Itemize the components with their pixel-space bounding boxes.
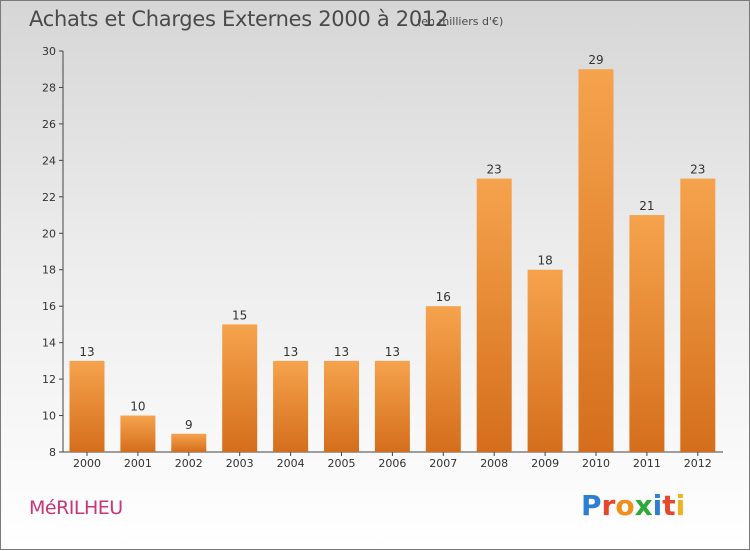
x-tick-label: 2009 <box>531 457 559 470</box>
y-tick-label: 24 <box>42 154 56 167</box>
x-tick-label: 2008 <box>480 457 508 470</box>
bar <box>120 415 156 452</box>
bar <box>629 215 665 452</box>
data-label: 23 <box>487 163 502 177</box>
x-axis: 2000 2001 2002 2003 2004 2005 2006 2007 2008 2009… <box>63 451 723 470</box>
data-label: 9 <box>185 418 193 432</box>
town-name: MéRILHEU <box>29 497 123 519</box>
data-label: 16 <box>436 290 451 304</box>
x-tick-label: 2004 <box>277 457 305 470</box>
bar <box>171 433 207 452</box>
y-tick-label: 16 <box>42 300 56 313</box>
y-tick-label: 26 <box>42 118 56 131</box>
data-label: 23 <box>690 163 705 177</box>
bar <box>425 306 461 452</box>
data-label: 18 <box>537 254 552 268</box>
bar <box>680 178 716 452</box>
bar <box>324 360 359 452</box>
y-tick-label: 12 <box>42 373 56 386</box>
logo-letter: r <box>601 489 616 522</box>
bar <box>527 269 563 452</box>
logo-letter: x <box>634 489 653 522</box>
chart-title: Achats et Charges Externes 2000 à 2012 <box>29 7 449 31</box>
data-label: 21 <box>639 199 654 213</box>
x-tick-label: 2000 <box>73 457 101 470</box>
data-label: 13 <box>283 345 298 359</box>
x-tick-label: 2010 <box>582 457 610 470</box>
x-tick-label: 2001 <box>124 457 152 470</box>
proxiti-logo: Proxiti <box>581 489 685 522</box>
x-tick-label: 2006 <box>378 457 406 470</box>
logo-letter: i <box>652 489 663 522</box>
x-tick-label: 2012 <box>684 457 712 470</box>
x-tick-label: 2002 <box>175 457 203 470</box>
y-tick-label: 22 <box>42 191 56 204</box>
y-axis: 8 10 12 14 16 18 20 22 24 26 28 30 <box>42 45 64 459</box>
y-tick-label: 20 <box>42 227 56 240</box>
data-label: 29 <box>588 53 603 67</box>
chart-unit: (en milliers d'€) <box>417 15 504 28</box>
y-tick-label: 8 <box>49 446 56 459</box>
logo-letter: i <box>675 489 686 522</box>
bars <box>69 69 716 453</box>
bar <box>578 69 614 453</box>
y-tick-label: 10 <box>42 410 56 423</box>
data-label: 10 <box>130 400 145 414</box>
x-tick-label: 2007 <box>429 457 457 470</box>
y-tick-label: 30 <box>42 45 56 58</box>
bar <box>476 178 512 452</box>
x-tick-label: 2005 <box>328 457 356 470</box>
data-label: 13 <box>79 345 94 359</box>
data-label: 13 <box>385 345 400 359</box>
bar <box>69 360 105 452</box>
x-tick-label: 2003 <box>226 457 254 470</box>
logo-letter: P <box>581 489 602 522</box>
bar <box>222 324 258 452</box>
data-label: 13 <box>334 345 349 359</box>
data-label: 15 <box>232 308 247 322</box>
y-tick-label: 14 <box>42 337 56 350</box>
data-labels: 13 10 9 15 13 13 13 16 23 18 29 21 23 <box>79 53 705 432</box>
y-tick-label: 28 <box>42 81 56 94</box>
bar <box>374 360 410 452</box>
y-tick-label: 18 <box>42 264 56 277</box>
x-tick-label: 2011 <box>633 457 661 470</box>
logo-letter: t <box>662 489 676 522</box>
bar <box>273 360 309 452</box>
logo-letter: o <box>615 489 635 522</box>
